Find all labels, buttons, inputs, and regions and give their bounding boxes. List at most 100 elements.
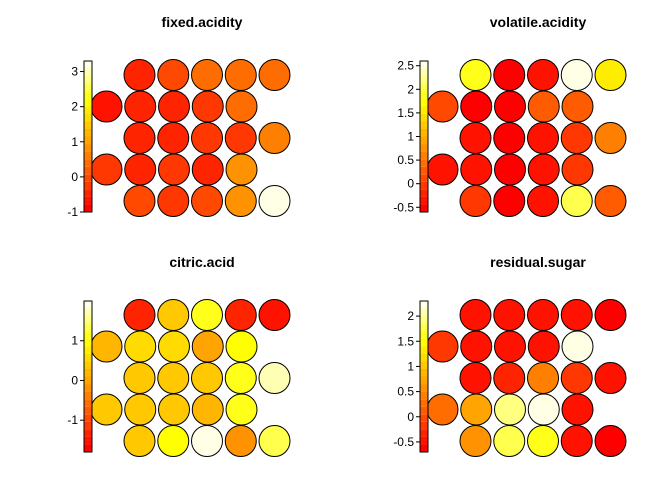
- colorbar-segment: [420, 368, 428, 377]
- som-unit: [90, 330, 123, 363]
- colorbar-frame: [419, 300, 429, 453]
- som-unit: [560, 299, 593, 331]
- som-unit: [191, 330, 224, 363]
- colorbar-segment: [84, 436, 92, 445]
- colorbar-segment: [84, 61, 92, 69]
- som-unit: [123, 299, 156, 331]
- colorbar-segment: [420, 429, 428, 437]
- colorbar-segment: [84, 204, 92, 212]
- colorbar-tick-label: -1: [67, 205, 78, 219]
- colorbar-segment: [84, 136, 92, 145]
- som-unit: [594, 59, 627, 91]
- colorbar-segment: [420, 204, 428, 212]
- colorbar-segment: [84, 159, 92, 167]
- som-unit: [225, 393, 258, 426]
- colorbar-segment: [420, 436, 428, 445]
- som-unit: [560, 59, 593, 91]
- colorbar-segment: [420, 406, 428, 415]
- som-unit: [124, 90, 157, 123]
- panel-title: citric.acid: [169, 254, 234, 270]
- som-unit: [527, 299, 559, 331]
- colorbar-segment: [84, 376, 92, 385]
- colorbar-tick-label: 1.5: [397, 106, 414, 120]
- colorbar-segment: [420, 323, 428, 332]
- colorbar-segment: [84, 68, 92, 77]
- colorbar-segment: [84, 338, 92, 347]
- colorbar-segment: [84, 384, 92, 392]
- colorbar-segment: [420, 399, 428, 407]
- som-unit: [560, 122, 593, 154]
- colorbar-frame: [83, 60, 93, 213]
- colorbar-segment: [420, 91, 428, 99]
- som-unit: [426, 393, 459, 426]
- colorbar-segment: [84, 301, 92, 309]
- colorbar-segment: [420, 384, 428, 392]
- colorbar-segment: [84, 323, 92, 332]
- colorbar-segment: [420, 301, 428, 309]
- colorbar-tick-label: 0: [407, 177, 414, 191]
- som-unit: [90, 393, 123, 426]
- colorbar-segment: [84, 414, 92, 422]
- som-unit: [460, 90, 493, 123]
- som-unit: [191, 90, 224, 123]
- colorbar-segment: [84, 196, 92, 205]
- panel-title: fixed.acidity: [162, 14, 243, 30]
- som-unit: [90, 90, 123, 123]
- som-unit: [224, 299, 257, 331]
- som-unit: [527, 185, 559, 217]
- som-unit: [459, 362, 492, 394]
- som-unit: [594, 362, 627, 394]
- som-unit: [258, 299, 291, 331]
- som-unit: [594, 299, 627, 331]
- colorbar-tick-label: 1.5: [397, 334, 414, 348]
- panel-citric.acid: citric.acid -1 0 1: [67, 254, 291, 457]
- colorbar-segment: [84, 308, 92, 317]
- som-unit: [124, 153, 157, 186]
- som-unit: [258, 122, 291, 154]
- som-unit: [157, 185, 190, 217]
- som-unit: [459, 122, 492, 154]
- som-unit: [191, 362, 223, 394]
- colorbar-segment: [420, 414, 428, 422]
- colorbar-segment: [420, 181, 428, 190]
- colorbar-segment: [420, 421, 428, 430]
- som-unit: [157, 362, 190, 394]
- colorbar-tick-label: 0.5: [397, 385, 414, 399]
- colorbar-segment: [84, 429, 92, 437]
- som-unit: [561, 393, 594, 426]
- som-unit: [191, 299, 223, 331]
- som-unit: [527, 362, 559, 394]
- som-unit: [494, 330, 526, 363]
- som-unit: [123, 59, 156, 91]
- colorbar-segment: [84, 444, 92, 452]
- colorbar-tick-label: 0: [407, 410, 414, 424]
- som-unit: [560, 362, 593, 394]
- som-unit: [594, 122, 627, 154]
- colorbar-segment: [420, 128, 428, 137]
- som-unit: [493, 299, 526, 331]
- som-unit: [459, 185, 492, 217]
- som-unit: [527, 425, 559, 457]
- som-unit: [561, 330, 594, 363]
- colorbar-tick-label: 0: [71, 373, 78, 387]
- colorbar-segment: [84, 421, 92, 430]
- colorbar-tick-label: 1: [407, 359, 414, 373]
- colorbar-segment: [420, 331, 428, 339]
- som-unit: [459, 59, 492, 91]
- colorbar-segment: [420, 346, 428, 354]
- som-unit: [561, 90, 594, 123]
- som-unit: [460, 393, 493, 426]
- som-unit: [224, 59, 257, 91]
- som-unit: [459, 425, 492, 457]
- colorbar-tick-label: 0.5: [397, 153, 414, 167]
- som-unit: [158, 330, 190, 363]
- som-unit: [258, 362, 291, 394]
- som-unit: [258, 185, 291, 217]
- som-unit: [527, 393, 560, 426]
- colorbar-tick-label: 1: [407, 130, 414, 144]
- colorbar-frame: [83, 300, 93, 453]
- panel-fixed.acidity: fixed.acidity -1 0 1 2 3: [67, 14, 291, 219]
- colorbar-segment: [84, 106, 92, 114]
- colorbar-segment: [420, 338, 428, 347]
